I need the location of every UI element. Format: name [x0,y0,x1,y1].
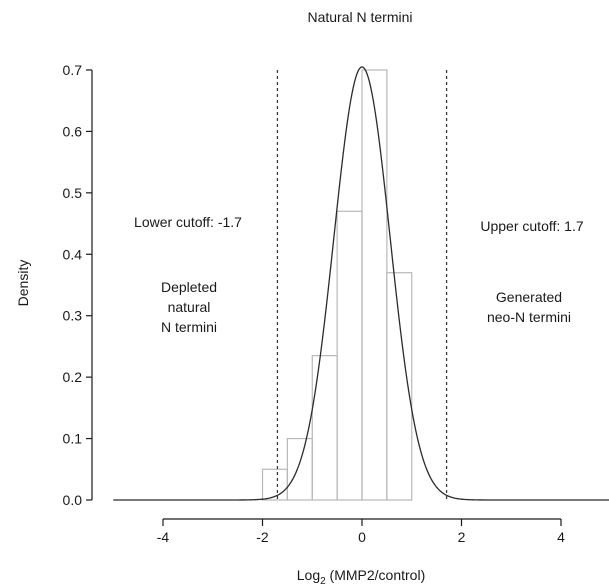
y-axis: 0.0 0.1 0.2 0.3 0.4 0.5 0.6 0.7 [63,62,93,508]
density-curve [113,66,609,501]
histogram-bar [386,272,413,501]
y-tick-label: 0.1 [63,431,83,447]
density-curve-group [113,66,609,501]
y-tick-label: 0.3 [63,308,83,324]
right-region-annotation-line-2: neo-N termini [487,309,571,325]
y-tick-label: 0.6 [63,123,83,139]
histogram-bar [286,437,313,501]
x-tick-label: 4 [557,529,565,545]
left-region-annotation-line-1: Depleted [161,279,217,295]
y-axis-label: Density [15,260,31,307]
x-tick-label: 0 [358,529,366,545]
x-tick-label: -4 [157,529,170,545]
histogram-bar [361,69,388,501]
x-axis: -4 -2 0 2 4 [157,518,565,545]
right-region-annotation-line-1: Generated [496,289,562,305]
x-axis-label-subscript: 2 [320,576,326,585]
y-tick-label: 0.0 [63,492,83,508]
left-region-annotation-line-2: natural [168,299,211,315]
y-tick-label: 0.4 [63,246,83,262]
x-axis-label-rest: (MMP2/control) [326,567,426,583]
histogram-bar [336,210,363,501]
lower-cutoff-label: Lower cutoff: -1.7 [134,214,242,230]
histogram-bar [261,468,288,501]
x-axis-label-main: Log [297,567,320,583]
x-tick-label: -2 [256,529,269,545]
histogram-bars [261,69,413,501]
y-tick-label: 0.2 [63,369,83,385]
chart-title: Natural N termini [307,9,412,25]
left-region-annotation-line-3: N termini [161,319,217,335]
y-tick-label: 0.7 [63,62,83,78]
x-tick-label: 2 [458,529,466,545]
y-tick-label: 0.5 [63,185,83,201]
x-axis-label: Log2 (MMP2/control) [297,567,426,585]
histogram-bar [311,355,338,501]
upper-cutoff-label: Upper cutoff: 1.7 [480,218,583,234]
